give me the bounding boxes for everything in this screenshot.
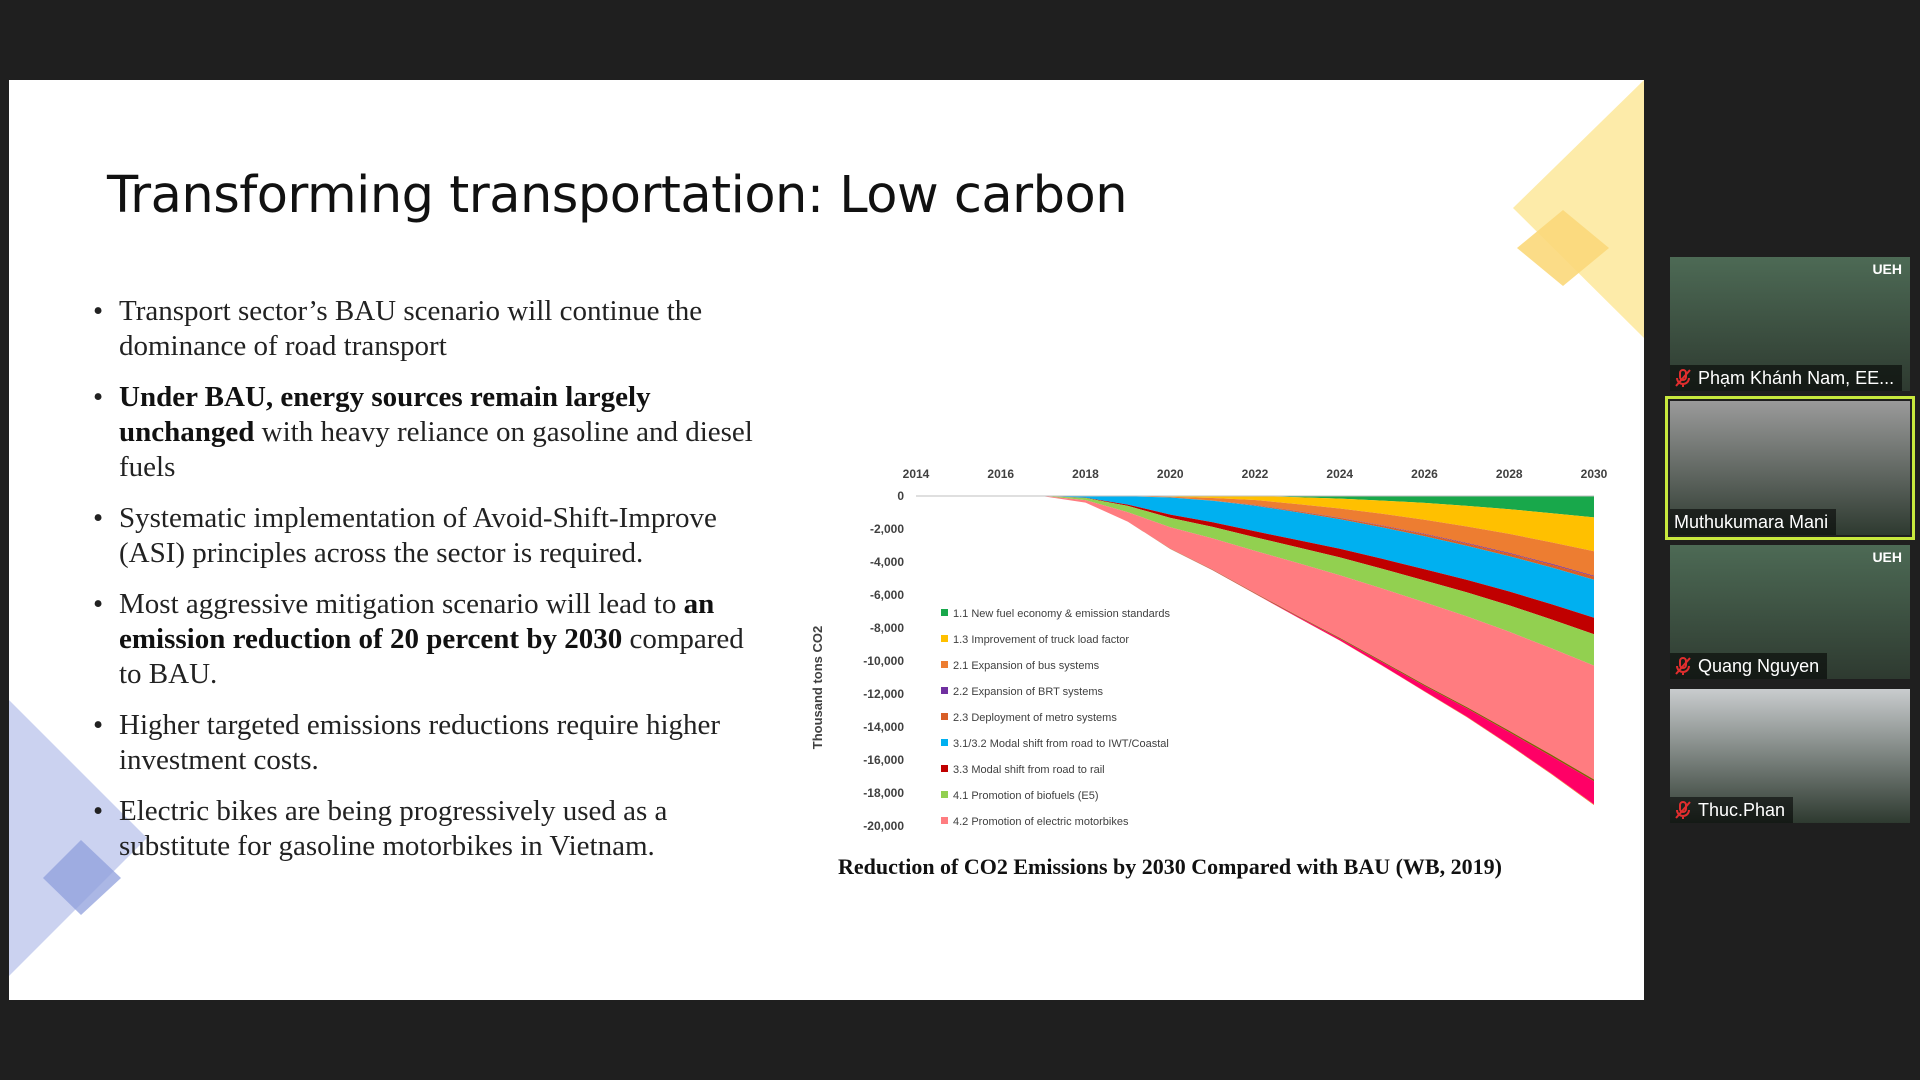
participant-name-label: Phạm Khánh Nam, EE... bbox=[1670, 365, 1903, 391]
bullet-item: Systematic implementation of Avoid-Shift… bbox=[89, 501, 769, 571]
muted-mic-icon bbox=[1675, 369, 1691, 387]
legend-label: 3.1/3.2 Modal shift from road to IWT/Coa… bbox=[953, 738, 1169, 750]
participant-tile[interactable]: UEH Phạm Khánh Nam, EE... bbox=[1670, 257, 1910, 391]
area-series bbox=[916, 496, 1594, 552]
area-series bbox=[916, 496, 1594, 618]
x-tick-label: 2016 bbox=[987, 467, 1014, 481]
participant-name-label: Quang Nguyen bbox=[1670, 653, 1828, 679]
y-tick-label: -4,000 bbox=[870, 555, 904, 569]
legend-label: 2.3 Deployment of metro systems bbox=[953, 712, 1117, 724]
blue-diamond-decoration bbox=[9, 700, 147, 976]
participant-name-label: Muthukumara Mani bbox=[1670, 509, 1837, 535]
y-tick-label: -10,000 bbox=[863, 654, 904, 668]
x-tick-label: 2020 bbox=[1157, 467, 1184, 481]
yellow-diamond-decoration bbox=[1513, 80, 1644, 338]
y-tick-label: -6,000 bbox=[870, 588, 904, 602]
legend-label: 1.1 New fuel economy & emission standard… bbox=[953, 608, 1171, 620]
participant-name-label: Thuc.Phan bbox=[1670, 797, 1794, 823]
legend-label: 3.3 Modal shift from road to rail bbox=[953, 764, 1105, 776]
area-series bbox=[916, 496, 1594, 576]
participant-strip: UEH Phạm Khánh Nam, EE... Muthukumara Ma… bbox=[1665, 257, 1915, 833]
y-tick-label: 0 bbox=[897, 489, 904, 503]
legend-swatch bbox=[941, 765, 948, 772]
bullet-item: Transport sector’s BAU scenario will con… bbox=[89, 294, 769, 364]
blue-diamond-large bbox=[9, 700, 147, 976]
bullet-item: Under BAU, energy sources remain largely… bbox=[89, 380, 769, 485]
legend-swatch bbox=[941, 661, 948, 668]
y-tick-label: -16,000 bbox=[863, 753, 904, 767]
muted-mic-icon bbox=[1675, 801, 1691, 819]
legend-swatch bbox=[941, 609, 948, 616]
organization-logo: UEH bbox=[1872, 261, 1902, 277]
legend-label: 4.1 Promotion of biofuels (E5) bbox=[953, 790, 1099, 802]
organization-logo: UEH bbox=[1872, 549, 1902, 565]
x-tick-label: 2024 bbox=[1326, 467, 1353, 481]
x-tick-label: 2030 bbox=[1581, 467, 1608, 481]
x-tick-label: 2014 bbox=[903, 467, 930, 481]
legend-label: 4.2 Promotion of electric motorbikes bbox=[953, 816, 1129, 828]
bullet-list: Transport sector’s BAU scenario will con… bbox=[89, 294, 769, 880]
participant-tile[interactable]: UEH Quang Nguyen bbox=[1670, 545, 1910, 679]
x-tick-label: 2018 bbox=[1072, 467, 1099, 481]
legend-label: 2.1 Expansion of bus systems bbox=[953, 660, 1100, 672]
bullet-item: Higher targeted emissions reductions req… bbox=[89, 708, 769, 778]
legend-swatch bbox=[941, 791, 948, 798]
y-tick-label: -18,000 bbox=[863, 786, 904, 800]
yellow-diamond-large bbox=[1513, 80, 1644, 338]
legend-label: 1.3 Improvement of truck load factor bbox=[953, 634, 1129, 646]
chart-caption: Reduction of CO2 Emissions by 2030 Compa… bbox=[838, 854, 1502, 879]
y-axis-title: Thousand tons CO2 bbox=[810, 626, 825, 750]
participant-tile[interactable]: Thuc.Phan bbox=[1670, 689, 1910, 823]
bullet-item: Electric bikes are being progressively u… bbox=[89, 794, 769, 864]
blue-diamond-small bbox=[43, 840, 121, 915]
participant-tile-active-speaker[interactable]: Muthukumara Mani bbox=[1665, 396, 1915, 540]
legend-label: 2.2 Expansion of BRT systems bbox=[953, 686, 1103, 698]
area-series bbox=[916, 496, 1594, 780]
area-series bbox=[916, 496, 1594, 518]
yellow-diamond-small bbox=[1517, 210, 1609, 286]
legend-swatch bbox=[941, 739, 948, 746]
legend-swatch bbox=[941, 713, 948, 720]
bullet-item: Most aggressive mitigation scenario will… bbox=[89, 587, 769, 692]
muted-mic-icon bbox=[1675, 657, 1691, 675]
legend-swatch bbox=[941, 687, 948, 694]
x-tick-label: 2026 bbox=[1411, 467, 1438, 481]
legend-swatch bbox=[941, 817, 948, 824]
legend-swatch bbox=[941, 635, 948, 642]
y-tick-label: -12,000 bbox=[863, 687, 904, 701]
x-tick-label: 2022 bbox=[1242, 467, 1269, 481]
bullet-bold-text: an emission reduction of 20 percent by 2… bbox=[119, 588, 715, 655]
emissions-area-chart: 2014 2016 2018 2020 2022 2024 2026 2028 2030 0 -2,… bbox=[810, 467, 1608, 833]
y-tick-label: -2,000 bbox=[870, 522, 904, 536]
bullet-bold-text: Under BAU, energy sources remain largely… bbox=[119, 381, 651, 448]
x-tick-label: 2028 bbox=[1496, 467, 1523, 481]
presentation-slide: Transforming transportation: Low carbon … bbox=[9, 80, 1644, 1000]
y-tick-label: -8,000 bbox=[870, 621, 904, 635]
y-tick-label: -14,000 bbox=[863, 720, 904, 734]
y-tick-label: -20,000 bbox=[863, 819, 904, 833]
slide-title: Transforming transportation: Low carbon bbox=[107, 166, 1128, 225]
